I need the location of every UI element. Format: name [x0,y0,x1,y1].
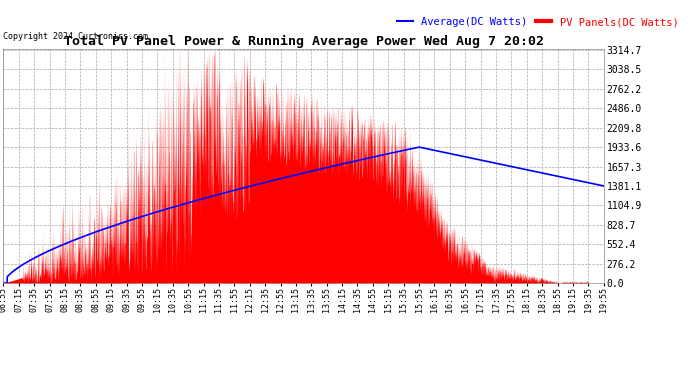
Legend: Average(DC Watts), PV Panels(DC Watts): Average(DC Watts), PV Panels(DC Watts) [393,13,682,31]
Title: Total PV Panel Power & Running Average Power Wed Aug 7 20:02: Total PV Panel Power & Running Average P… [63,34,544,48]
Text: Copyright 2024 Curtronics.com: Copyright 2024 Curtronics.com [3,32,148,41]
